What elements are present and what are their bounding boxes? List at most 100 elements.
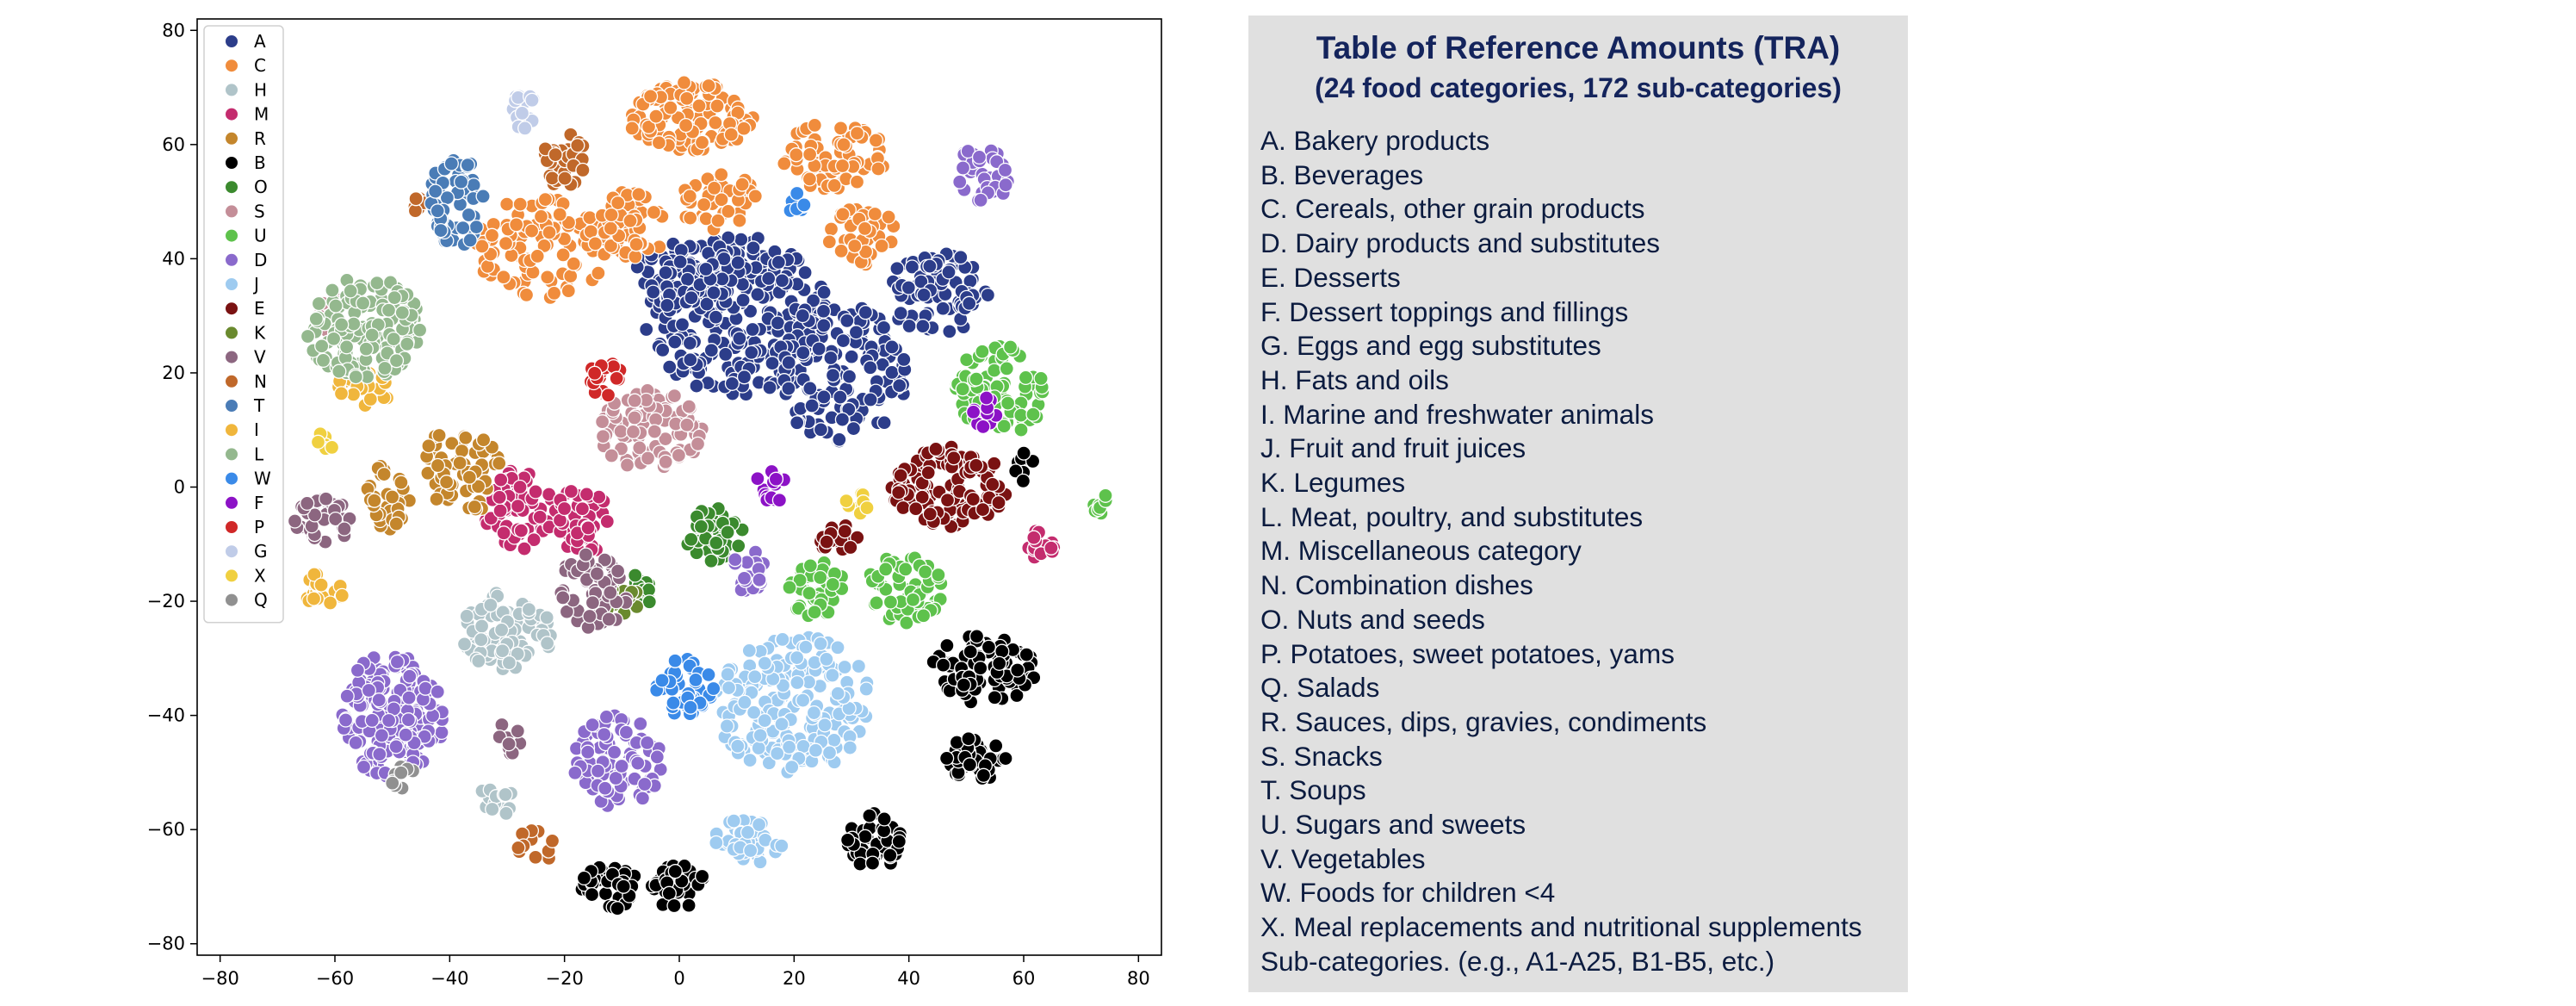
- point-C: [641, 119, 657, 134]
- point-U: [1013, 422, 1029, 438]
- point-C: [499, 196, 515, 212]
- point-J: [719, 718, 735, 734]
- point-E: [928, 441, 944, 457]
- point-J: [774, 717, 790, 732]
- point-M: [496, 525, 511, 541]
- point-S: [690, 436, 706, 452]
- point-L: [369, 275, 385, 291]
- point-D: [630, 755, 646, 771]
- point-E: [837, 524, 852, 539]
- point-T: [468, 219, 484, 235]
- point-A: [708, 309, 724, 325]
- point-J: [730, 738, 746, 754]
- legend-marker-X: [225, 568, 238, 583]
- point-S: [595, 429, 611, 444]
- point-V: [589, 566, 605, 581]
- point-A: [662, 359, 678, 375]
- point-A: [797, 264, 813, 281]
- point-L: [358, 341, 374, 357]
- point-U: [987, 363, 1002, 378]
- point-R: [393, 475, 409, 490]
- x-tick-label: −80: [201, 968, 239, 989]
- point-N: [544, 833, 560, 848]
- cluster-H: [456, 586, 559, 677]
- legend-marker-R: [225, 131, 238, 146]
- legend-marker-W: [225, 471, 238, 486]
- point-A: [816, 284, 832, 301]
- point-D: [418, 680, 433, 696]
- tra-category-item: B. Beverages: [1260, 158, 1424, 190]
- point-A: [858, 305, 873, 320]
- point-A: [724, 376, 740, 391]
- legend-label-J: J: [252, 274, 259, 295]
- point-V: [307, 507, 323, 523]
- point-D: [364, 712, 380, 729]
- x-tick-label: −60: [316, 968, 354, 989]
- point-L: [343, 283, 358, 299]
- x-tick-label: 60: [1012, 968, 1036, 989]
- point-M: [512, 479, 528, 495]
- cluster-F: [965, 390, 1004, 435]
- y-tick-label: −60: [147, 819, 185, 840]
- point-H: [483, 597, 498, 613]
- point-D: [371, 692, 387, 708]
- point-D: [430, 684, 445, 699]
- point-C: [881, 209, 896, 225]
- point-J: [774, 838, 790, 854]
- point-T: [433, 222, 449, 239]
- point-R: [438, 475, 455, 490]
- point-J: [808, 742, 824, 758]
- point-D: [606, 744, 622, 760]
- point-W: [666, 695, 681, 711]
- legend-marker-L: [225, 447, 238, 462]
- point-B: [576, 870, 592, 886]
- point-A: [915, 319, 931, 334]
- legend-marker-M: [225, 107, 238, 121]
- point-E: [975, 501, 991, 518]
- cluster-C: [468, 191, 616, 306]
- point-V: [582, 608, 598, 624]
- point-I: [333, 386, 350, 401]
- cluster-D: [335, 649, 450, 784]
- point-D: [752, 572, 767, 587]
- point-B: [1008, 463, 1024, 479]
- point-U: [996, 419, 1012, 434]
- point-U: [905, 592, 921, 607]
- legend-label-X: X: [254, 565, 266, 586]
- point-A: [811, 341, 827, 357]
- point-C: [546, 285, 562, 301]
- point-C: [518, 287, 535, 303]
- point-A: [659, 297, 675, 314]
- point-A: [658, 264, 673, 281]
- point-J: [827, 732, 842, 748]
- point-M: [513, 523, 529, 538]
- legend-marker-S: [225, 204, 238, 219]
- point-V: [559, 604, 575, 619]
- cluster-X: [839, 486, 875, 521]
- point-S: [625, 424, 641, 440]
- point-C: [542, 225, 557, 240]
- point-E: [843, 539, 858, 556]
- legend-label-M: M: [254, 104, 269, 125]
- point-C: [714, 192, 729, 208]
- point-A: [732, 331, 747, 346]
- point-A: [833, 389, 848, 405]
- point-X: [839, 493, 854, 509]
- point-M: [591, 489, 607, 505]
- cluster-A: [629, 236, 751, 316]
- point-D: [434, 724, 449, 741]
- point-L: [387, 289, 402, 306]
- point-J: [770, 746, 785, 761]
- tra-subtitle: (24 food categories, 172 sub-categories): [1315, 72, 1842, 103]
- point-A: [646, 284, 661, 300]
- legend-label-W: W: [254, 469, 271, 489]
- cluster-U: [863, 550, 949, 630]
- point-F: [768, 471, 784, 487]
- point-C: [874, 238, 889, 254]
- tra-category-item: F. Dessert toppings and fillings: [1260, 295, 1629, 327]
- cluster-A: [765, 301, 913, 449]
- point-M: [526, 532, 542, 548]
- point-O: [709, 535, 724, 551]
- y-tick-label: −40: [147, 705, 185, 726]
- cluster-E: [884, 439, 1013, 535]
